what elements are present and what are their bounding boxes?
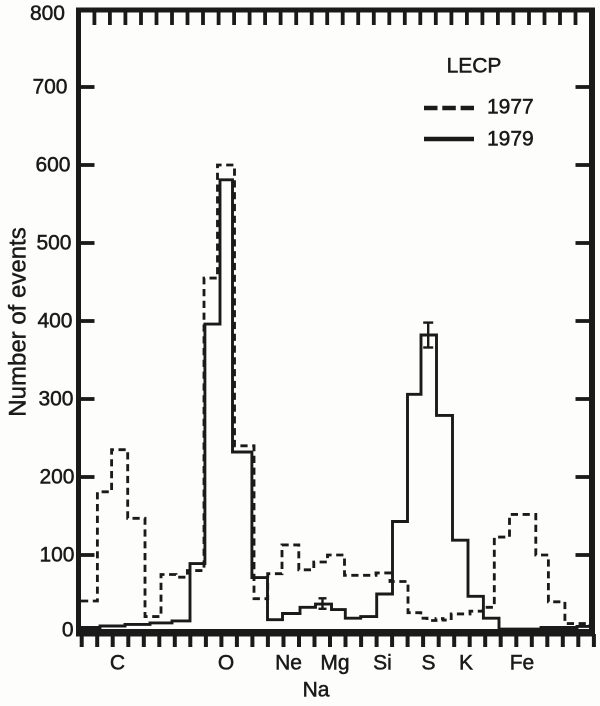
svg-text:K: K <box>459 652 473 675</box>
svg-text:0: 0 <box>62 619 74 642</box>
svg-text:800: 800 <box>30 2 65 25</box>
svg-text:Na: Na <box>303 679 330 702</box>
svg-text:400: 400 <box>37 310 72 333</box>
svg-text:1977: 1977 <box>487 96 534 119</box>
svg-text:Si: Si <box>373 652 392 675</box>
svg-text:700: 700 <box>32 76 67 99</box>
svg-text:300: 300 <box>38 388 73 411</box>
svg-text:Number of events: Number of events <box>5 227 32 416</box>
svg-text:O: O <box>218 652 234 675</box>
svg-text:S: S <box>421 652 435 675</box>
svg-text:Mg: Mg <box>320 652 349 675</box>
svg-text:200: 200 <box>39 466 74 489</box>
svg-text:600: 600 <box>35 154 70 177</box>
svg-text:LECP: LECP <box>447 55 502 78</box>
svg-text:1979: 1979 <box>487 128 534 151</box>
svg-text:500: 500 <box>36 232 71 255</box>
svg-text:C: C <box>110 652 125 675</box>
svg-text:Ne: Ne <box>275 652 302 675</box>
svg-text:Fe: Fe <box>510 652 535 675</box>
svg-text:100: 100 <box>39 544 74 567</box>
